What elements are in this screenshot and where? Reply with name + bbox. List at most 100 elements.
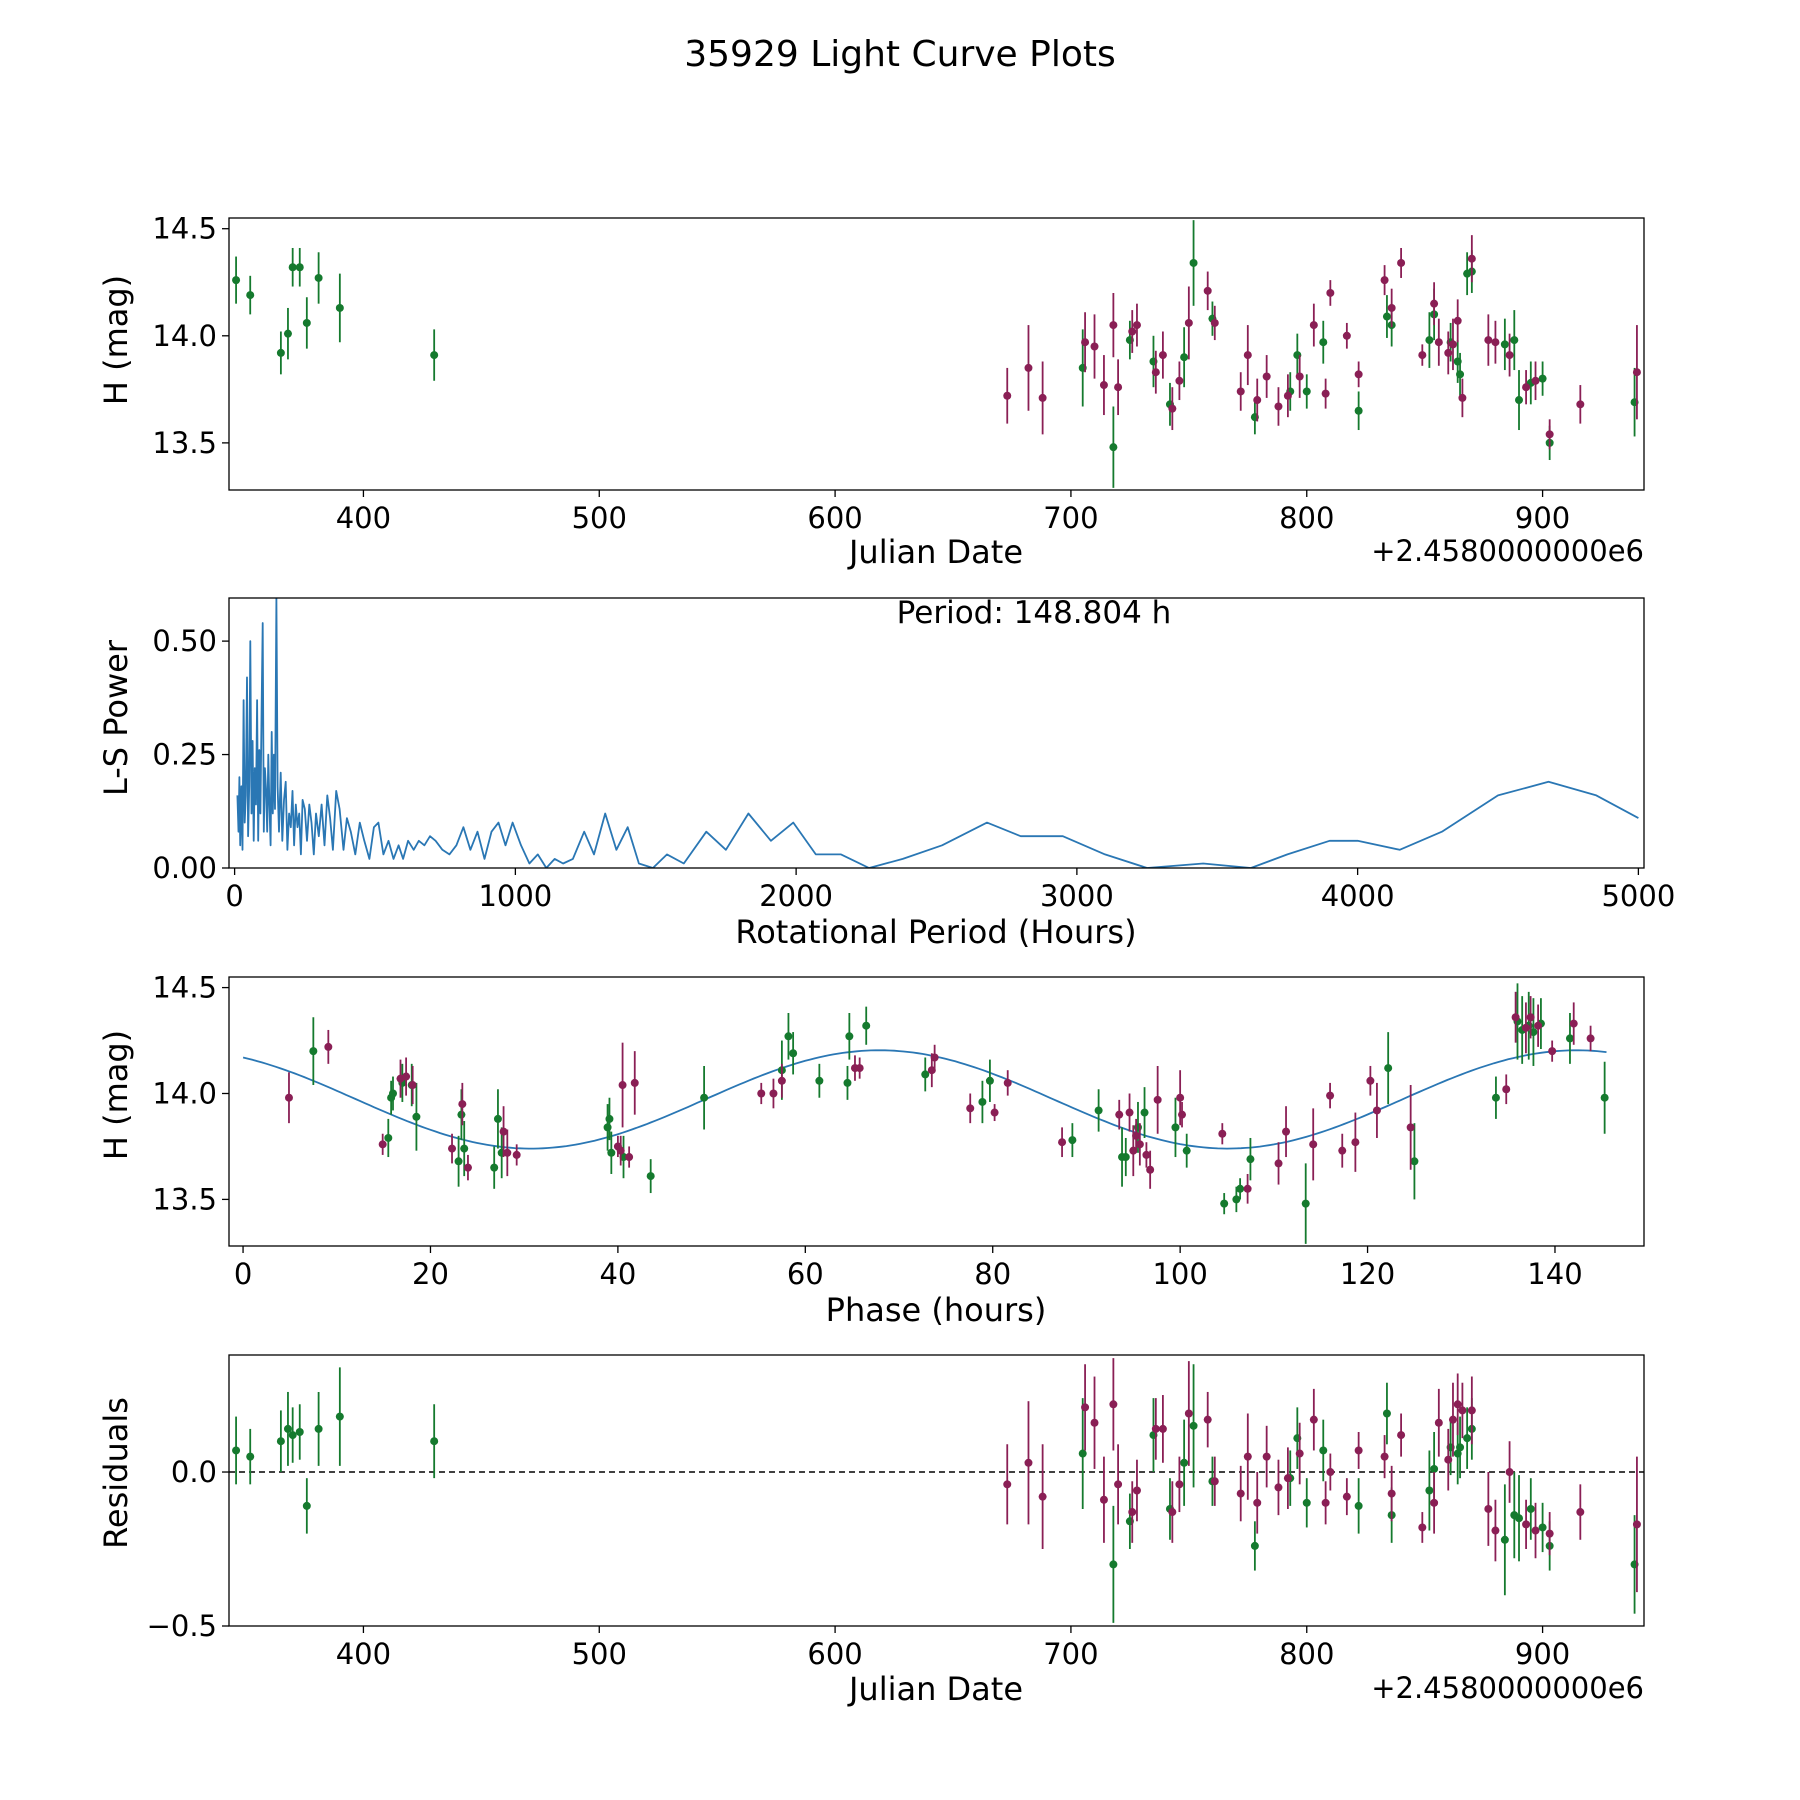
purple-point [1099, 381, 1108, 390]
x-tick-label: 60 [787, 1257, 824, 1291]
purple-point [1114, 1480, 1123, 1489]
purple-point [1081, 338, 1090, 347]
purple-point [1632, 1520, 1641, 1529]
purple-point [1430, 1498, 1439, 1507]
purple-point [1153, 1095, 1162, 1104]
x-tick-label: 140 [1527, 1257, 1582, 1291]
green-point [457, 1110, 466, 1119]
green-point [302, 1501, 311, 1510]
purple-point [1099, 1495, 1108, 1504]
green-point [1094, 1106, 1103, 1115]
purple-point [1351, 1138, 1360, 1147]
purple-point [1274, 1483, 1283, 1492]
x-tick-label: 700 [1043, 1637, 1098, 1671]
green-point [335, 1412, 344, 1421]
x-tick-label: 400 [336, 1637, 391, 1671]
green-point [1171, 1123, 1180, 1132]
purple-point [1372, 1106, 1381, 1115]
purple-point [1354, 1446, 1363, 1455]
panel4-xlabel: Julian Date [847, 1670, 1023, 1708]
green-point [412, 1112, 421, 1121]
green-point [314, 1424, 323, 1433]
purple-point [1534, 1021, 1543, 1030]
purple-point [499, 1127, 508, 1136]
green-point [1382, 1409, 1391, 1418]
purple-point [1576, 400, 1585, 409]
green-point [232, 1446, 241, 1455]
x-tick-label: 500 [572, 1637, 627, 1671]
purple-point [618, 1081, 627, 1090]
purple-point [1038, 1492, 1047, 1501]
green-point [978, 1097, 987, 1106]
purple-point [1484, 1504, 1493, 1513]
purple-point [1236, 387, 1245, 396]
panel2-ylabel: L-S Power [97, 639, 135, 796]
green-point [1500, 340, 1509, 349]
purple-point [1132, 1486, 1141, 1495]
green-point [1068, 1136, 1077, 1145]
green-point [490, 1163, 499, 1172]
purple-point [1467, 1406, 1476, 1415]
purple-point [1491, 338, 1500, 347]
x-tick-label: 100 [1152, 1257, 1207, 1291]
green-point [1600, 1093, 1609, 1102]
panel1-xlabel: Julian Date [847, 533, 1023, 571]
green-point [302, 318, 311, 327]
green-point [430, 1437, 439, 1446]
green-point [1220, 1199, 1229, 1208]
purple-point [1090, 342, 1099, 351]
y-tick-label: 14.5 [152, 971, 217, 1005]
purple-point [1448, 340, 1457, 349]
purple-point [1203, 286, 1212, 295]
green-point [843, 1078, 852, 1087]
purple-point [1003, 1078, 1012, 1087]
purple-point [1467, 254, 1476, 263]
x-tick-label: 700 [1043, 501, 1098, 535]
green-point [1189, 1421, 1198, 1430]
green-point [1180, 353, 1189, 362]
purple-point [1262, 1452, 1271, 1461]
green-point [1430, 1464, 1439, 1473]
x-tick-label: 500 [572, 501, 627, 535]
x-tick-label: 20 [412, 1257, 449, 1291]
purple-point [1380, 1452, 1389, 1461]
purple-point [1295, 1449, 1304, 1458]
axes-frame [228, 976, 1645, 1247]
green-point [700, 1093, 709, 1102]
green-point [784, 1032, 793, 1041]
purple-point [1434, 1418, 1443, 1427]
purple-point [1253, 396, 1262, 405]
purple-point [448, 1144, 457, 1153]
green-point [1319, 338, 1328, 347]
green-point [1500, 1535, 1509, 1544]
purple-point [1448, 1415, 1457, 1424]
panel-time-series: H (mag) Julian Date +2.4580000000e6 400 5… [97, 212, 1645, 571]
purple-point [402, 1072, 411, 1081]
purple-point [1342, 331, 1351, 340]
purple-point [1406, 1123, 1415, 1132]
green-point [603, 1123, 612, 1132]
green-point [1491, 1093, 1500, 1102]
purple-point [1387, 1489, 1396, 1498]
panel4-offset-label: +2.4580000000e6 [1371, 1671, 1644, 1705]
purple-point [966, 1104, 975, 1113]
plot-area-3 [242, 983, 1609, 1244]
purple-point [1342, 1492, 1351, 1501]
green-point [493, 1114, 502, 1123]
purple-point [1038, 393, 1047, 402]
purple-point [1243, 1452, 1252, 1461]
purple-point [1210, 1477, 1219, 1486]
green-point [1425, 1486, 1434, 1495]
y-tick-label: 14.0 [152, 1076, 217, 1110]
purple-point [1158, 1424, 1167, 1433]
green-point [246, 291, 255, 300]
green-point [1189, 258, 1198, 267]
green-point [288, 263, 297, 272]
x-tick-label: 0 [225, 879, 243, 913]
green-point [1515, 396, 1524, 405]
purple-point [1003, 391, 1012, 400]
purple-point [1338, 1146, 1347, 1155]
purple-point [1151, 1424, 1160, 1433]
purple-point [1128, 1508, 1137, 1517]
purple-point [1309, 1415, 1318, 1424]
